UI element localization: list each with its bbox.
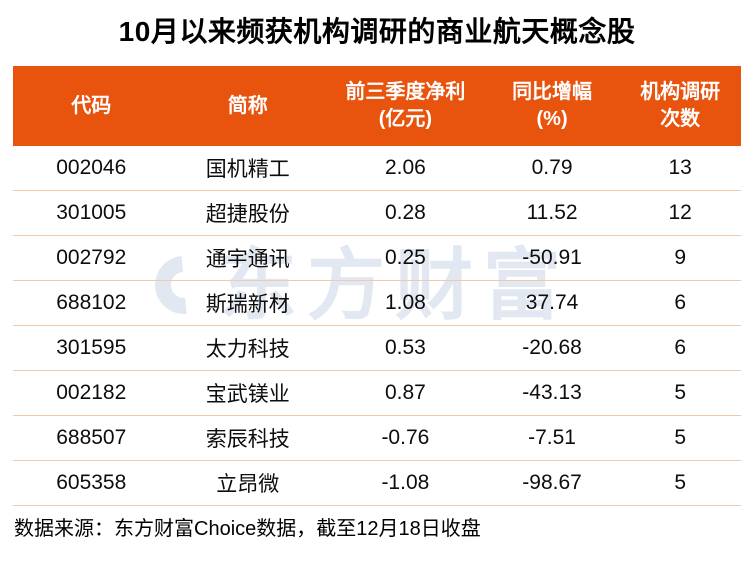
table-row: 301005 超捷股份 0.28 11.52 12 xyxy=(13,191,741,236)
column-header-name: 简称 xyxy=(170,93,327,120)
cell-name: 立昂微 xyxy=(216,473,280,496)
cell-code: 002182 xyxy=(56,381,127,404)
table-row: 688102 斯瑞新材 1.08 37.74 6 xyxy=(13,281,741,326)
table-row: 301595 太力科技 0.53 -20.68 6 xyxy=(13,326,741,371)
cell-code: 688102 xyxy=(56,291,127,314)
column-header-sublabel: 次数 xyxy=(660,108,701,130)
cell-yoy: 37.74 xyxy=(525,291,579,314)
cell-code: 301595 xyxy=(56,336,127,359)
column-header-sublabel: (%) xyxy=(536,108,568,130)
table-row: 002182 宝武镁业 0.87 -43.13 5 xyxy=(13,371,741,416)
page-title: 10月以来频获机构调研的商业航天概念股 xyxy=(118,16,636,47)
cell-code: 002792 xyxy=(56,246,127,269)
cell-visits: 6 xyxy=(674,336,687,359)
column-header-yoy: 同比增幅 (%) xyxy=(485,79,620,133)
cell-name: 国机精工 xyxy=(205,158,290,181)
column-header-visits: 机构调研 次数 xyxy=(619,79,741,133)
table-row: 605358 立昂微 -1.08 -98.67 5 xyxy=(13,461,741,506)
column-header-code: 代码 xyxy=(13,93,170,120)
cell-visits: 5 xyxy=(674,381,687,404)
cell-profit: 0.25 xyxy=(384,246,426,269)
data-source-note: 数据来源：东方财富Choice数据，截至12月18日收盘 xyxy=(14,518,481,540)
cell-yoy: -7.51 xyxy=(528,426,576,449)
cell-visits: 5 xyxy=(674,471,687,494)
cell-name: 索辰科技 xyxy=(205,428,290,451)
cell-code: 301005 xyxy=(56,201,127,224)
table-row: 688507 索辰科技 -0.76 -7.51 5 xyxy=(13,416,741,461)
cell-name: 通宇通讯 xyxy=(205,248,290,271)
cell-name: 宝武镁业 xyxy=(205,383,290,406)
column-header-label: 简称 xyxy=(227,94,268,117)
stocks-table: 代码 简称 前三季度净利 (亿元) 同比增幅 (%) 机构调研 次数 00204… xyxy=(13,66,741,506)
cell-visits: 6 xyxy=(674,291,687,314)
column-header-label: 前三季度净利 xyxy=(345,81,466,103)
cell-name: 太力科技 xyxy=(205,338,290,361)
cell-yoy: -98.67 xyxy=(522,471,582,494)
column-header-label: 机构调研 xyxy=(640,81,721,103)
cell-profit: 0.87 xyxy=(384,381,426,404)
table-row: 002046 国机精工 2.06 0.79 13 xyxy=(13,146,741,191)
cell-code: 688507 xyxy=(56,426,127,449)
table-header-row: 代码 简称 前三季度净利 (亿元) 同比增幅 (%) 机构调研 次数 xyxy=(13,66,741,146)
cell-profit: 0.53 xyxy=(384,336,426,359)
cell-profit: -0.76 xyxy=(381,426,430,449)
column-header-sublabel: (亿元) xyxy=(378,108,433,130)
cell-name: 超捷股份 xyxy=(205,203,290,226)
column-header-label: 同比增幅 xyxy=(512,81,593,103)
cell-visits: 9 xyxy=(674,246,687,269)
cell-profit: 0.28 xyxy=(384,201,426,224)
cell-code: 002046 xyxy=(56,156,127,179)
cell-name: 斯瑞新材 xyxy=(205,293,290,316)
cell-profit: 1.08 xyxy=(384,291,426,314)
column-header-profit: 前三季度净利 (亿元) xyxy=(326,79,485,133)
cell-profit: 2.06 xyxy=(384,156,426,179)
table-row: 002792 通宇通讯 0.25 -50.91 9 xyxy=(13,236,741,281)
cell-code: 605358 xyxy=(56,471,127,494)
column-header-label: 代码 xyxy=(71,94,112,117)
cell-yoy: 11.52 xyxy=(526,201,578,224)
cell-yoy: -20.68 xyxy=(522,336,582,359)
cell-profit: -1.08 xyxy=(381,471,430,494)
cell-yoy: 0.79 xyxy=(531,156,573,179)
cell-yoy: -50.91 xyxy=(522,246,582,269)
cell-visits: 12 xyxy=(668,201,692,224)
cell-yoy: -43.13 xyxy=(522,381,582,404)
cell-visits: 13 xyxy=(668,156,692,179)
cell-visits: 5 xyxy=(674,426,687,449)
